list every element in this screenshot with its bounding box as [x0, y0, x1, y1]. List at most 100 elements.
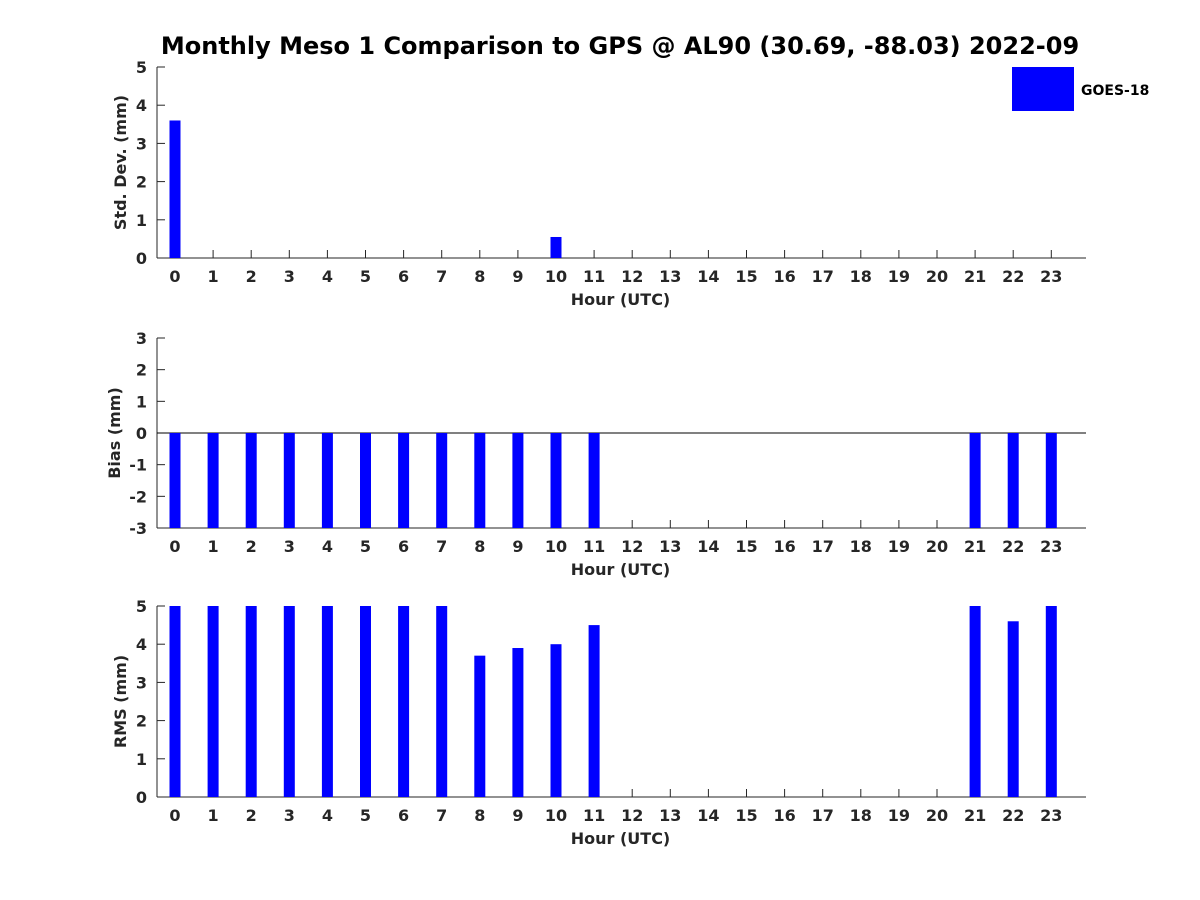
bias-x-tick-label: 3 — [284, 537, 295, 556]
std-dev-y-tick-label: 4 — [136, 96, 147, 115]
rms-bar-1 — [207, 606, 219, 797]
rms-x-tick-label: 1 — [208, 806, 219, 825]
std-dev-x-tick-label: 14 — [697, 267, 719, 286]
std-dev-x-tick-label: 2 — [246, 267, 257, 286]
bias-x-tick-label: 12 — [621, 537, 643, 556]
rms-x-tick-label: 14 — [697, 806, 719, 825]
rms-x-tick-label: 11 — [583, 806, 605, 825]
bias-bar-8 — [474, 433, 486, 528]
bias-x-tick-label: 23 — [1040, 537, 1062, 556]
bias-x-tick-label: 4 — [322, 537, 333, 556]
std-dev-x-tick-label: 13 — [659, 267, 681, 286]
std-dev-x-tick-label: 16 — [773, 267, 795, 286]
legend: GOES-18 — [1012, 67, 1149, 111]
rms-bar-4 — [321, 606, 333, 797]
bias-x-tick-label: 1 — [208, 537, 219, 556]
std-dev-x-tick-label: 12 — [621, 267, 643, 286]
std-dev-x-tick-label: 22 — [1002, 267, 1024, 286]
rms-x-tick-label: 20 — [926, 806, 948, 825]
rms-x-tick-label: 16 — [773, 806, 795, 825]
rms-x-tick-label: 3 — [284, 806, 295, 825]
bias-bar-23 — [1045, 433, 1057, 528]
std-dev-y-tick-label: 2 — [136, 173, 147, 192]
bias-x-tick-label: 6 — [398, 537, 409, 556]
rms-y-tick-label: 1 — [136, 750, 147, 769]
bias-x-tick-label: 15 — [735, 537, 757, 556]
rms-bar-11 — [588, 625, 600, 797]
rms-y-tick-label: 5 — [136, 597, 147, 616]
bias-bar-4 — [321, 433, 333, 528]
bias-bar-1 — [207, 433, 219, 528]
bias-bar-0 — [169, 433, 181, 528]
bias-x-tick-label: 0 — [169, 537, 180, 556]
bias-x-tick-label: 11 — [583, 537, 605, 556]
bias-x-tick-label: 7 — [436, 537, 447, 556]
rms-x-tick-label: 19 — [888, 806, 910, 825]
rms-bar-9 — [512, 648, 524, 797]
rms-bar-8 — [474, 655, 486, 797]
bias-bar-6 — [398, 433, 410, 528]
rms-x-tick-label: 10 — [545, 806, 567, 825]
std-dev-bar-10 — [550, 236, 562, 258]
bias-x-tick-label: 16 — [773, 537, 795, 556]
rms-x-tick-label: 17 — [812, 806, 834, 825]
bias-bar-22 — [1007, 433, 1019, 528]
rms-y-tick-label: 3 — [136, 673, 147, 692]
rms-x-axis-label: Hour (UTC) — [571, 829, 671, 848]
std-dev-x-tick-label: 19 — [888, 267, 910, 286]
std-dev-x-tick-label: 9 — [512, 267, 523, 286]
rms-x-tick-label: 22 — [1002, 806, 1024, 825]
bias-x-tick-label: 5 — [360, 537, 371, 556]
bias-x-tick-label: 2 — [246, 537, 257, 556]
rms-bar-3 — [283, 606, 295, 797]
bias-x-tick-label: 9 — [512, 537, 523, 556]
std-dev-bar-0 — [169, 120, 181, 258]
std-dev-x-tick-label: 4 — [322, 267, 333, 286]
std-dev-y-tick-label: 0 — [136, 249, 147, 268]
bias-x-tick-label: 13 — [659, 537, 681, 556]
legend-label: GOES-18 — [1081, 83, 1149, 99]
std-dev-x-tick-label: 3 — [284, 267, 295, 286]
rms-bar-21 — [969, 606, 981, 797]
bias-y-tick-label: 2 — [136, 361, 147, 380]
rms-x-tick-label: 8 — [474, 806, 485, 825]
bias-bar-2 — [245, 433, 257, 528]
std-dev-y-tick-label: 3 — [136, 134, 147, 153]
rms-x-tick-label: 21 — [964, 806, 986, 825]
rms-y-tick-label: 0 — [136, 788, 147, 807]
std-dev-x-tick-label: 7 — [436, 267, 447, 286]
std-dev-y-axis-label: Std. Dev. (mm) — [111, 95, 130, 230]
std-dev-x-tick-label: 0 — [169, 267, 180, 286]
bias-bar-5 — [360, 433, 371, 528]
std-dev-x-tick-label: 20 — [926, 267, 948, 286]
std-dev-x-tick-label: 15 — [735, 267, 757, 286]
bias-y-tick-label: -1 — [129, 456, 147, 475]
rms-x-tick-label: 9 — [512, 806, 523, 825]
rms-x-tick-label: 6 — [398, 806, 409, 825]
bias-x-tick-label: 10 — [545, 537, 567, 556]
bias-y-tick-label: 1 — [136, 392, 147, 411]
bias-y-axis-label: Bias (mm) — [105, 387, 124, 479]
bias-bar-9 — [512, 433, 524, 528]
rms-x-tick-label: 7 — [436, 806, 447, 825]
rms-bar-7 — [436, 606, 448, 797]
rms-bar-5 — [360, 606, 371, 797]
bias-y-tick-label: -2 — [129, 487, 147, 506]
rms-x-tick-label: 12 — [621, 806, 643, 825]
std-dev-x-tick-label: 21 — [964, 267, 986, 286]
std-dev-x-tick-label: 8 — [474, 267, 485, 286]
rms-x-tick-label: 2 — [246, 806, 257, 825]
bias-bar-11 — [588, 433, 600, 528]
bias-x-tick-label: 14 — [697, 537, 719, 556]
rms-x-tick-label: 15 — [735, 806, 757, 825]
legend-swatch — [1012, 67, 1074, 111]
rms-x-tick-label: 13 — [659, 806, 681, 825]
bias-y-tick-label: -3 — [129, 519, 147, 538]
rms-bar-22 — [1007, 621, 1019, 797]
bias-y-tick-label: 3 — [136, 329, 147, 348]
rms-x-tick-label: 18 — [850, 806, 872, 825]
rms-y-tick-label: 2 — [136, 712, 147, 731]
bias-x-tick-label: 18 — [850, 537, 872, 556]
